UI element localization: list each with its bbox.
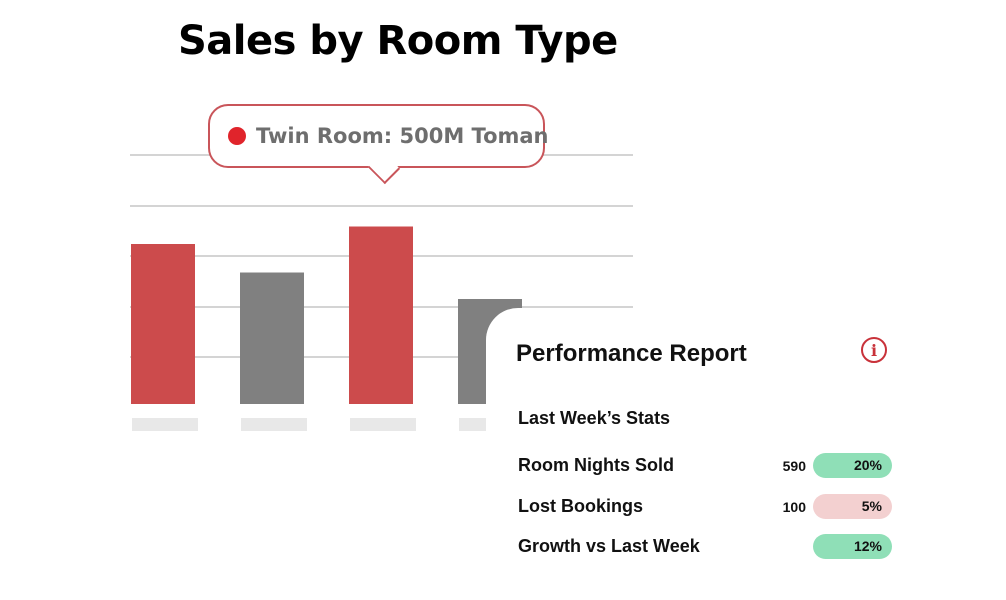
stat-badge: 20% bbox=[813, 453, 892, 478]
tooltip-text: Twin Room: 500M Toman bbox=[256, 124, 549, 148]
bars bbox=[131, 226, 522, 405]
stat-label: Room Nights Sold bbox=[518, 455, 674, 475]
category-label-placeholder bbox=[350, 418, 416, 431]
bar[interactable] bbox=[240, 272, 304, 405]
category-label-placeholder bbox=[132, 418, 198, 431]
bar[interactable] bbox=[349, 226, 413, 405]
tooltip-dot-icon bbox=[228, 127, 246, 145]
chart-tooltip: Twin Room: 500M Toman bbox=[208, 104, 549, 185]
stat-value: 590 bbox=[782, 458, 806, 474]
category-label-placeholders bbox=[132, 418, 525, 431]
stat-badge: 5% bbox=[813, 494, 892, 519]
chart-title: Sales by Room Type bbox=[178, 18, 618, 64]
stat-row-growth: Growth vs Last Week 12% bbox=[518, 534, 892, 560]
stat-label: Growth vs Last Week bbox=[518, 536, 700, 556]
report-title: Performance Report bbox=[516, 340, 747, 367]
bar[interactable] bbox=[131, 244, 195, 404]
stat-badge: 12% bbox=[813, 534, 892, 559]
stat-value: 100 bbox=[782, 499, 806, 515]
report-subtitle: Last Week’s Stats bbox=[518, 408, 671, 428]
info-icon[interactable]: i bbox=[861, 337, 887, 363]
category-label-placeholder bbox=[241, 418, 307, 431]
performance-report-card: Performance Report i Last Week’s Stats R… bbox=[486, 308, 1006, 600]
stat-row-room-nights: Room Nights Sold 590 20% bbox=[518, 453, 892, 479]
stat-label: Lost Bookings bbox=[518, 496, 643, 516]
stat-row-lost-bookings: Lost Bookings 100 5% bbox=[518, 494, 892, 520]
